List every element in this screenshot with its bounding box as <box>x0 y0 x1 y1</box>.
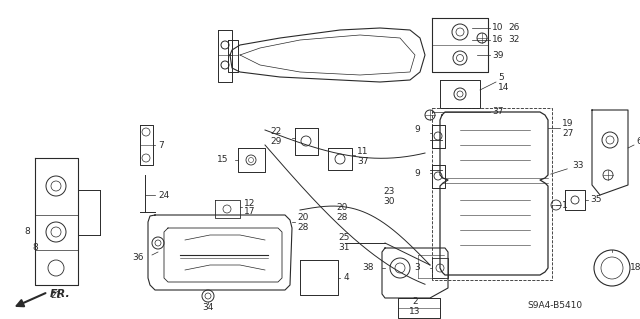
Text: 32: 32 <box>508 35 520 44</box>
Bar <box>432 108 552 280</box>
Text: 4: 4 <box>344 273 349 283</box>
Text: 33: 33 <box>572 160 584 169</box>
Text: 13: 13 <box>409 308 420 316</box>
Text: 5: 5 <box>498 73 504 83</box>
Text: 29: 29 <box>271 137 282 146</box>
Text: 17: 17 <box>244 207 255 217</box>
Text: 20: 20 <box>297 213 308 222</box>
Text: 12: 12 <box>244 199 255 209</box>
Text: 27: 27 <box>562 130 573 138</box>
Text: 8: 8 <box>32 243 38 253</box>
Text: 3: 3 <box>414 263 420 272</box>
Text: 6: 6 <box>636 137 640 146</box>
Text: 15: 15 <box>216 155 228 165</box>
Text: 25: 25 <box>339 234 350 242</box>
Text: S9A4-B5410: S9A4-B5410 <box>527 300 582 309</box>
Text: 10: 10 <box>492 24 504 33</box>
Text: 34: 34 <box>202 303 214 313</box>
Text: 37: 37 <box>357 158 369 167</box>
Text: 26: 26 <box>508 24 520 33</box>
Text: 18: 18 <box>630 263 640 272</box>
Text: 19: 19 <box>562 120 573 129</box>
Text: 24: 24 <box>158 190 169 199</box>
Text: FR.: FR. <box>50 289 71 299</box>
Text: 35: 35 <box>590 196 602 204</box>
Text: 20: 20 <box>337 204 348 212</box>
Text: 39: 39 <box>492 50 504 60</box>
Text: 16: 16 <box>492 35 504 44</box>
Text: 37: 37 <box>492 108 504 116</box>
Text: 11: 11 <box>357 147 369 157</box>
Text: 2: 2 <box>412 298 418 307</box>
Text: 8: 8 <box>24 227 30 236</box>
Text: 9: 9 <box>414 168 420 177</box>
Text: 14: 14 <box>498 84 509 93</box>
Text: 9: 9 <box>414 125 420 135</box>
Text: 21: 21 <box>51 291 61 300</box>
Text: 28: 28 <box>297 224 308 233</box>
Text: 38: 38 <box>362 263 374 272</box>
Text: 30: 30 <box>383 197 395 206</box>
Text: 23: 23 <box>383 188 395 197</box>
Text: 7: 7 <box>158 140 164 150</box>
Text: 36: 36 <box>132 254 144 263</box>
Text: 31: 31 <box>339 243 350 253</box>
Text: 28: 28 <box>337 213 348 222</box>
Text: 22: 22 <box>271 128 282 137</box>
Text: 1: 1 <box>562 201 568 210</box>
